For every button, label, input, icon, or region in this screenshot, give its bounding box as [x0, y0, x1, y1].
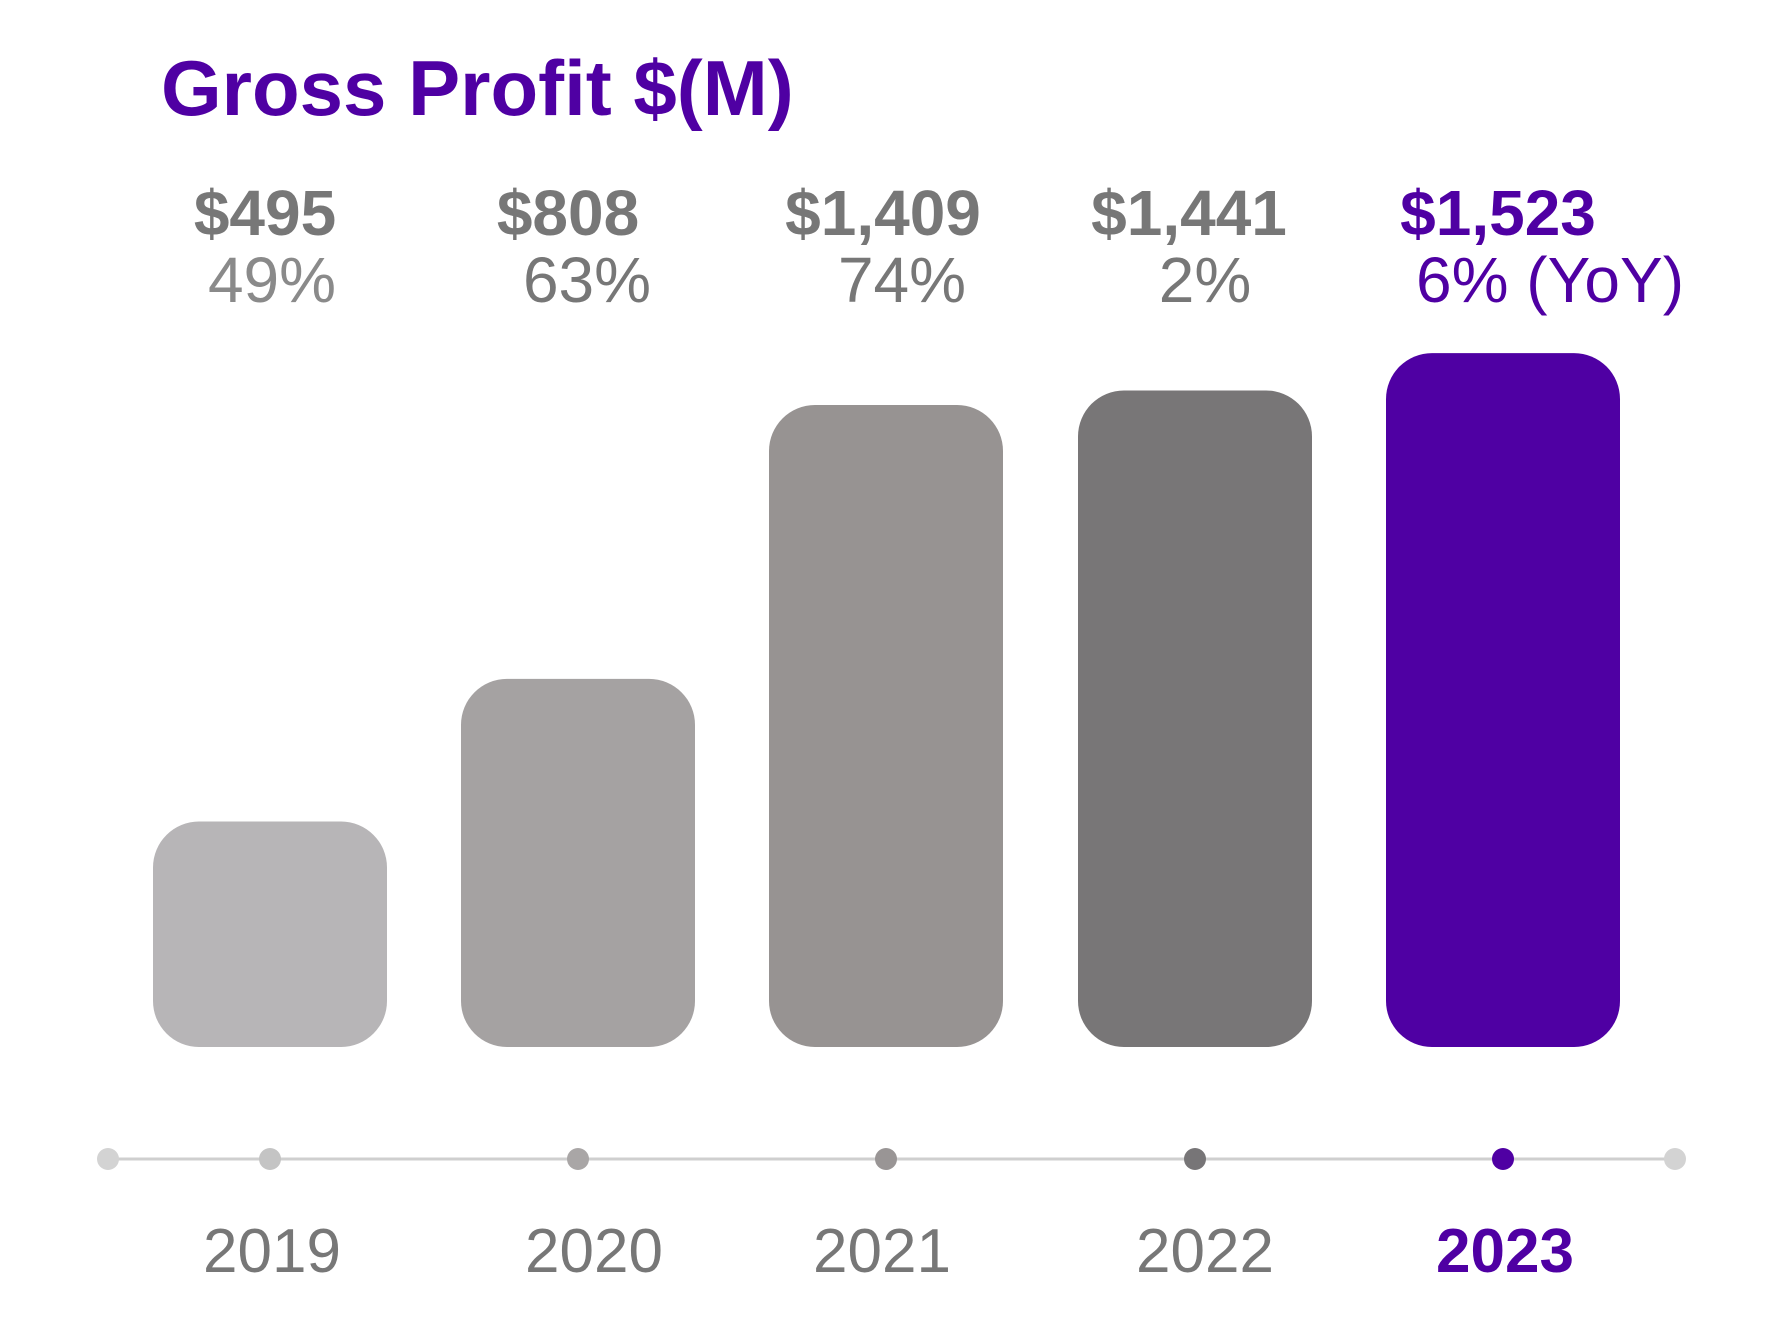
bar-2023	[1386, 353, 1620, 1047]
value-label-2022: $1,441	[1091, 177, 1287, 249]
timeline-start-dot	[97, 1148, 119, 1170]
value-label-2021: $1,409	[785, 177, 981, 249]
chart-title: Gross Profit $(M)	[161, 44, 794, 132]
growth-label-2023: 6% (YoY)	[1416, 244, 1684, 316]
value-label-2020: $808	[497, 177, 639, 249]
year-label-2023: 2023	[1436, 1217, 1574, 1286]
growth-label-2022: 2%	[1159, 244, 1252, 316]
timeline-end-dot	[1664, 1148, 1686, 1170]
bar-2020	[461, 678, 695, 1047]
timeline-dot-2021	[875, 1148, 897, 1170]
data-labels: $495 $808 $1,409 $1,441 $1,523 49% 63% 74% 2% 6% …	[194, 177, 1684, 316]
x-axis-labels: 2019 2020 2021 2022 2023	[203, 1217, 1574, 1286]
growth-label-2019: 49%	[208, 244, 336, 316]
value-label-2023: $1,523	[1400, 177, 1596, 249]
year-label-2022: 2022	[1136, 1217, 1274, 1286]
year-label-2021: 2021	[813, 1217, 951, 1286]
bar-2022	[1078, 390, 1312, 1048]
year-label-2019: 2019	[203, 1217, 341, 1286]
timeline-dot-2019	[259, 1148, 281, 1170]
bar-2019	[153, 821, 387, 1047]
growth-label-2021: 74%	[838, 244, 966, 316]
timeline-dot-2023	[1492, 1148, 1514, 1170]
value-label-2019: $495	[194, 177, 336, 249]
bar-2021	[769, 405, 1003, 1047]
bars	[153, 353, 1620, 1048]
growth-label-2020: 63%	[523, 244, 651, 316]
year-label-2020: 2020	[525, 1217, 663, 1286]
timeline-dot-2020	[567, 1148, 589, 1170]
timeline	[97, 1148, 1686, 1170]
timeline-dot-2022	[1184, 1148, 1206, 1170]
